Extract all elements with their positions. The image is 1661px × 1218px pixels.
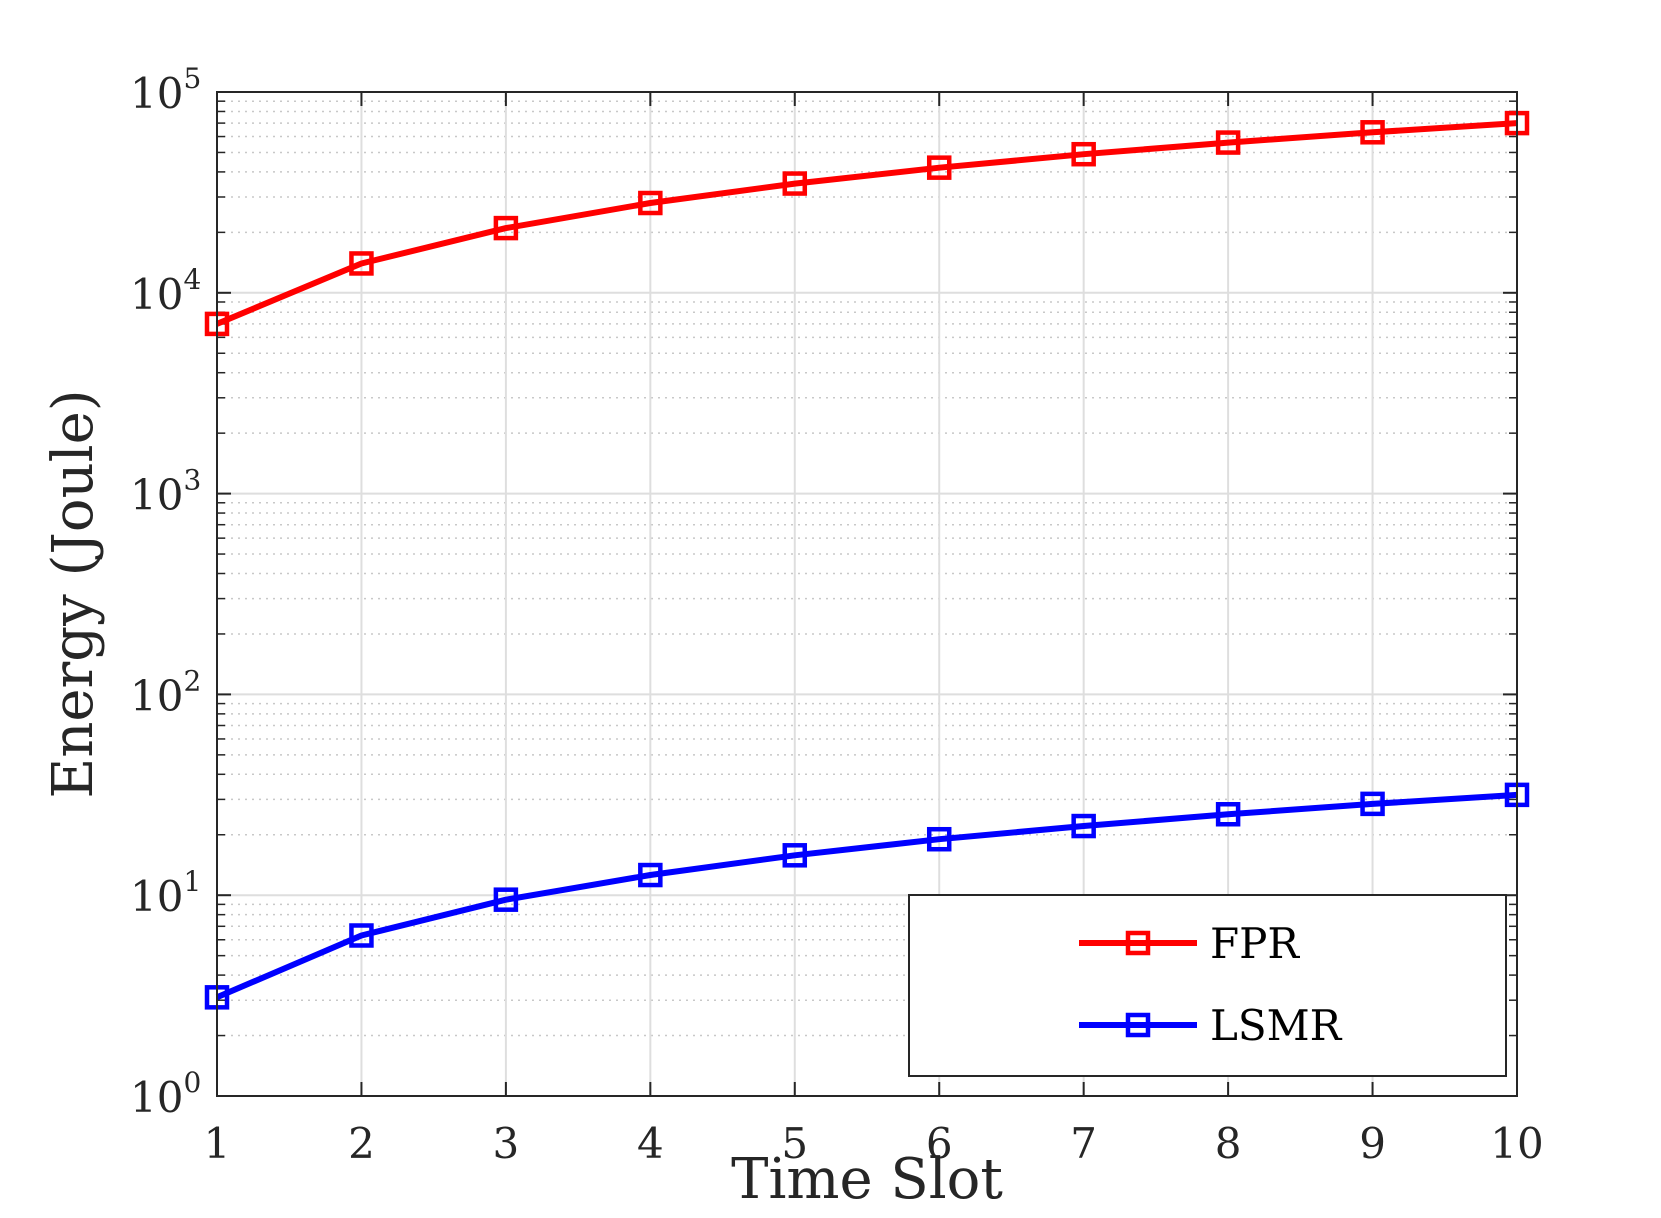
data-point-fpr: [1360, 120, 1385, 145]
legend-marker-lsmr: [1125, 1012, 1151, 1038]
plot-frame: [216, 91, 1518, 1097]
x-tick-label: 1: [204, 1119, 231, 1168]
y-tick-exponent: 0: [183, 1066, 201, 1099]
y-axis-label: Energy (Joule): [41, 389, 106, 798]
y-tick-label: 100: [130, 1066, 201, 1122]
y-tick-label: 101: [130, 865, 201, 921]
x-tick-label: 3: [493, 1119, 520, 1168]
y-tick-base: 10: [130, 471, 183, 520]
data-point-fpr: [638, 190, 663, 216]
x-tick-label: 7: [1070, 1119, 1097, 1168]
data-point-lsmr: [1215, 802, 1241, 827]
x-tick-labels: 1 2 3 4 5 6 7 8 9 10: [204, 1119, 1544, 1168]
x-tick-label: 5: [781, 1119, 808, 1168]
series-layer: [204, 110, 1530, 1010]
data-point-fpr: [926, 155, 952, 180]
y-tick-label: 104: [130, 263, 201, 319]
y-tick-exponent: 1: [183, 865, 201, 898]
series-lsmr: [204, 782, 1530, 1010]
data-point-lsmr: [493, 887, 519, 912]
data-point-fpr: [349, 251, 374, 276]
legend: FPR LSMR: [908, 894, 1507, 1077]
y-tick-base: 10: [130, 671, 183, 720]
y-tick-exponent: 5: [183, 62, 201, 95]
y-tick-base: 10: [130, 872, 183, 921]
x-tick-label: 6: [926, 1119, 953, 1168]
y-tick-base: 10: [130, 69, 183, 118]
y-tick-label: 103: [130, 464, 201, 520]
x-axis-label: Time Slot: [731, 1147, 1003, 1212]
data-point-lsmr: [926, 826, 952, 852]
data-point-fpr: [1215, 130, 1241, 155]
data-point-lsmr: [638, 862, 663, 888]
data-point-fpr: [493, 215, 519, 241]
x-tick-label: 8: [1215, 1119, 1242, 1168]
series-line-lsmr: [215, 791, 1518, 1001]
y-tick-exponent: 2: [183, 664, 201, 697]
y-tick-label: 102: [130, 664, 201, 720]
y-tick-base: 10: [130, 1073, 183, 1122]
x-tick-label: 4: [637, 1119, 664, 1168]
legend-label-fpr: FPR: [1210, 919, 1300, 968]
series-line-fpr: [215, 120, 1518, 327]
data-point-lsmr: [349, 923, 374, 948]
legend-label-lsmr: LSMR: [1210, 1001, 1343, 1050]
data-point-lsmr: [1360, 791, 1385, 817]
x-tick-label: 10: [1490, 1119, 1543, 1168]
legend-marker-fpr: [1125, 930, 1151, 956]
y-tick-exponent: 3: [183, 464, 201, 497]
data-point-lsmr: [1071, 813, 1096, 839]
legend-box: [908, 894, 1507, 1077]
y-tick-exponent: 4: [183, 263, 201, 296]
y-tick-label: 105: [130, 62, 201, 118]
x-tick-label: 9: [1359, 1119, 1386, 1168]
y-tick-base: 10: [130, 270, 183, 319]
data-point-fpr: [782, 171, 808, 196]
x-tick-label: 2: [348, 1119, 375, 1168]
data-point-fpr: [1071, 141, 1096, 167]
data-point-lsmr: [782, 843, 808, 868]
